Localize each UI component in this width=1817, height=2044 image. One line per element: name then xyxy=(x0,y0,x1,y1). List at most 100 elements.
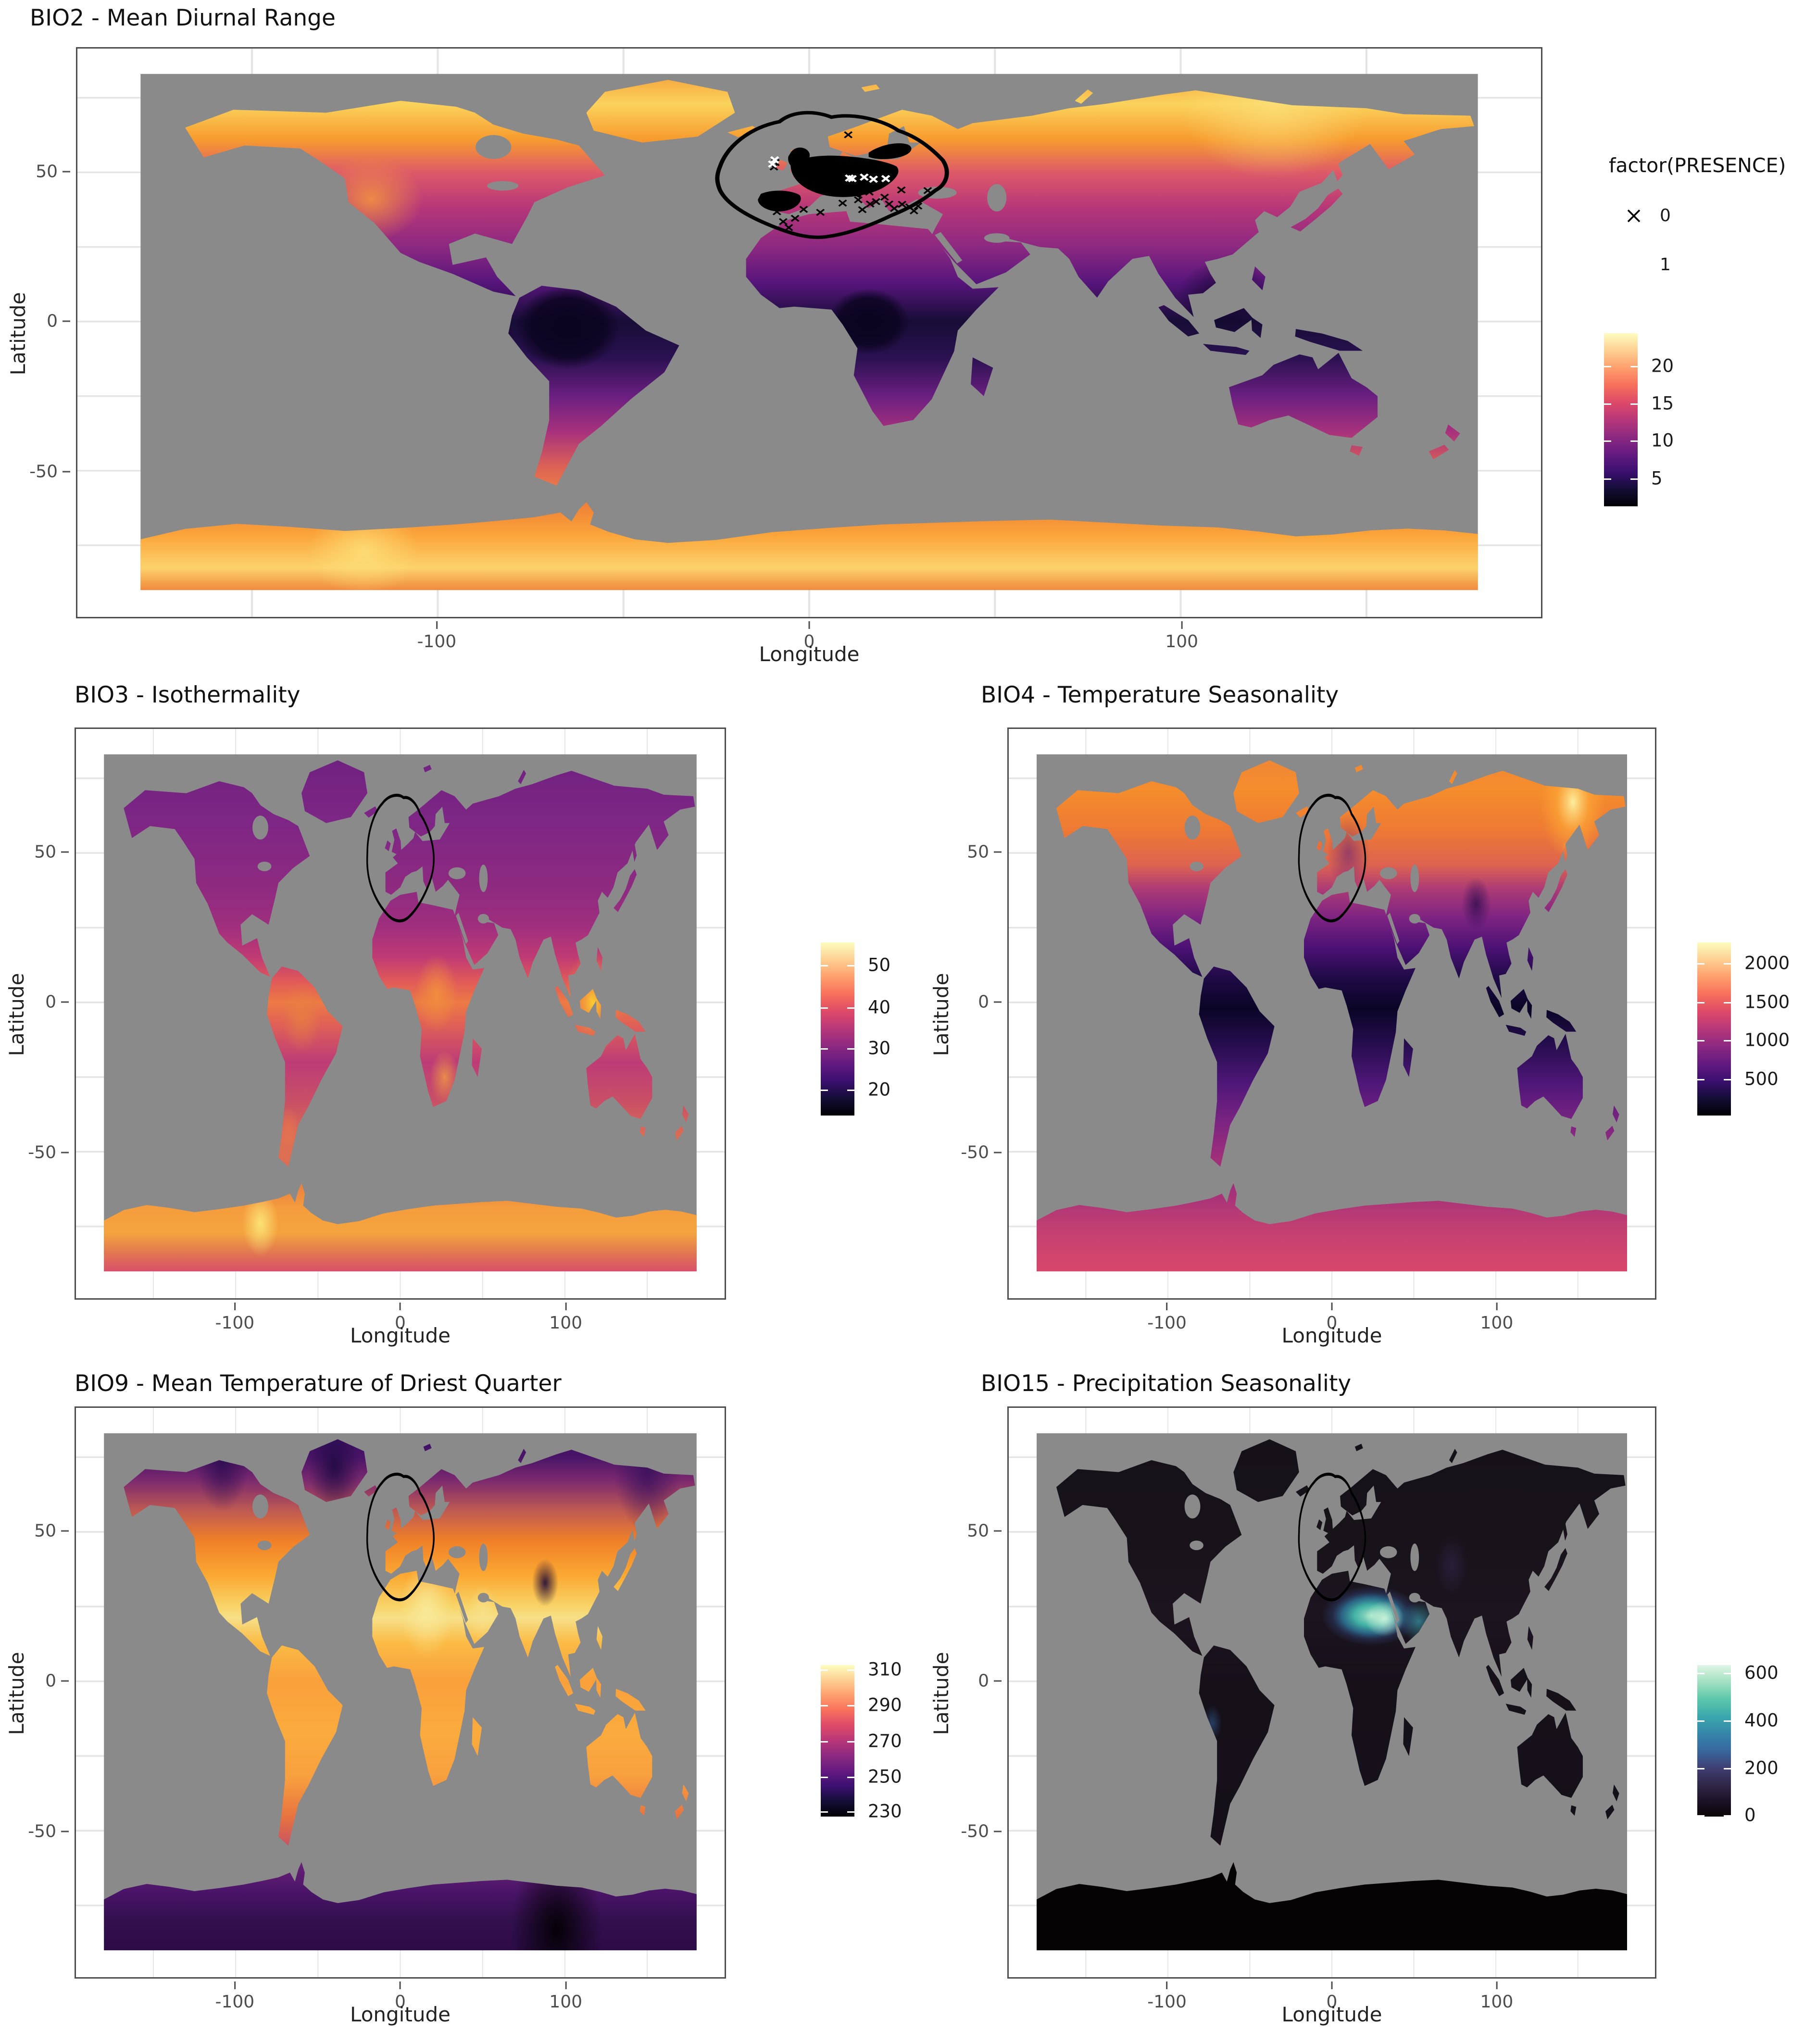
colorbar-tick xyxy=(847,1811,854,1813)
white-cross-icon xyxy=(1627,258,1641,271)
axis-tick: -50 xyxy=(29,462,70,481)
bio3-cell: BIO3 - Isothermality Latitude xyxy=(0,668,914,1356)
panel-title-bio3: BIO3 - Isothermality xyxy=(75,682,301,708)
axis-tick: -100 xyxy=(1147,1981,1187,2012)
colorbar-tick xyxy=(1630,478,1638,480)
panel-title-bio15: BIO15 - Precipitation Seasonality xyxy=(981,1370,1352,1397)
colorbar-tick xyxy=(821,1741,828,1743)
axis-tick: 0 xyxy=(45,992,69,1012)
colorbar-tick xyxy=(847,1776,854,1778)
map-panel-bio3 xyxy=(75,727,726,1300)
colorbar-tick xyxy=(1724,1040,1731,1042)
axis-tick: 0 xyxy=(1327,1981,1337,2012)
row3: BIO9 - Mean Temperature of Driest Quarte… xyxy=(0,1356,1817,2044)
axis-tick: -50 xyxy=(961,1822,1002,1842)
colorbar-tick-label: 1500 xyxy=(1744,991,1790,1013)
colorbar-tick-label: 2000 xyxy=(1744,953,1790,974)
map-panel-bio15 xyxy=(1007,1406,1656,1979)
colorbar-tick-label: 30 xyxy=(868,1038,891,1059)
x-axis-title: Longitude xyxy=(350,2003,451,2026)
colorbar-gradient xyxy=(821,942,854,1116)
colorbar-tick xyxy=(821,1007,828,1009)
colorbar-tick-label: 500 xyxy=(1744,1068,1779,1090)
colorbar-tick xyxy=(1724,1768,1731,1770)
colorbar-tick xyxy=(1724,1672,1731,1674)
axis-tick: -50 xyxy=(28,1143,69,1163)
axis-tick: 100 xyxy=(1480,1981,1513,2012)
colorbar-tick-label: 20 xyxy=(868,1079,891,1100)
colorbar-tick xyxy=(1697,1672,1704,1674)
axis-tick: 100 xyxy=(549,1981,582,2012)
bio4-cell: BIO4 - Temperature Seasonality Latitude xyxy=(914,668,1817,1356)
legend-bio2: factor(PRESENCE) 0 1 20 15 10 5 xyxy=(1582,47,1817,618)
colorbar-tick-label: 290 xyxy=(868,1694,902,1716)
colorbar-tick xyxy=(1630,440,1638,442)
y-axis-bio3: 50 0 -50 xyxy=(0,727,72,1300)
colorbar-tick xyxy=(1724,1815,1731,1817)
colorbar-tick xyxy=(821,965,828,966)
presence-legend-item-0: 0 xyxy=(1624,206,1671,226)
colorbar-tick xyxy=(1604,478,1611,480)
colorbar-tick xyxy=(821,1776,828,1778)
colorbar-tick-label: 200 xyxy=(1744,1757,1779,1779)
colorbar-tick-label: 20 xyxy=(1651,355,1674,376)
axis-tick: 50 xyxy=(34,1521,69,1541)
colorbar-tick xyxy=(1724,1002,1731,1004)
colorbar-tick-label: 5 xyxy=(1651,468,1663,489)
colorbar-tick-label: 600 xyxy=(1744,1662,1779,1683)
axis-tick: 0 xyxy=(1327,1303,1337,1333)
y-axis-bio15: 50 0 -50 xyxy=(914,1406,1004,1979)
colorbar-tick xyxy=(847,1048,854,1050)
colorbar-tick xyxy=(1604,366,1611,368)
colorbar-tick-label: 0 xyxy=(1744,1805,1756,1826)
colorbar-tick xyxy=(847,1741,854,1743)
axis-tick: -100 xyxy=(1147,1303,1187,1333)
panel-title-bio9: BIO9 - Mean Temperature of Driest Quarte… xyxy=(75,1370,562,1397)
colorbar-bio9: 310 290 270 250 230 xyxy=(821,1659,902,1821)
colorbar-tick-label: 1000 xyxy=(1744,1029,1790,1051)
colorbar-tick xyxy=(847,1705,854,1707)
colorbar-tick-label: 10 xyxy=(1651,430,1674,451)
x-axis-title: Longitude xyxy=(350,1324,451,1347)
colorbar-tick xyxy=(1604,440,1611,442)
colorbar-tick xyxy=(821,1090,828,1091)
legend-bio3: 50 40 30 20 xyxy=(745,727,909,1300)
colorbar-tick xyxy=(1697,1040,1704,1042)
colorbar-tick-label: 270 xyxy=(868,1731,902,1751)
axis-tick: 50 xyxy=(967,842,1002,862)
axis-tick: -100 xyxy=(417,621,456,652)
colorbar-tick-label: 40 xyxy=(868,997,891,1018)
colorbar-tick xyxy=(847,965,854,966)
colorbar-tick-label: 230 xyxy=(868,1801,902,1822)
y-axis-bio9: 50 0 -50 xyxy=(0,1406,72,1979)
bio15-cell: BIO15 - Precipitation Seasonality Latitu… xyxy=(914,1356,1817,2044)
map-panel-bio9 xyxy=(75,1406,726,1979)
colorbar-gradient xyxy=(1697,1665,1731,1817)
row2: BIO3 - Isothermality Latitude xyxy=(0,668,1817,1356)
presence-legend-label: 1 xyxy=(1660,255,1671,275)
colorbar-tick xyxy=(847,1090,854,1091)
axis-tick: 0 xyxy=(395,1303,406,1333)
colorbar-tick xyxy=(1697,963,1704,965)
panel-title-bio4: BIO4 - Temperature Seasonality xyxy=(981,682,1339,708)
colorbar-tick xyxy=(1697,1079,1704,1081)
x-axis-bio15: -100 0 100 xyxy=(1007,1981,1656,2020)
colorbar-bio4: 2000 1500 1000 500 xyxy=(1697,942,1790,1116)
bio9-cell: BIO9 - Mean Temperature of Driest Quarte… xyxy=(0,1356,914,2044)
map-panel-bio4 xyxy=(1007,727,1656,1300)
x-axis-title: Longitude xyxy=(759,642,860,666)
x-axis-bio4: -100 0 100 xyxy=(1007,1303,1656,1341)
colorbar-tick xyxy=(1630,366,1638,368)
colorbar-tick xyxy=(1697,1815,1704,1817)
colorbar-tick xyxy=(821,1669,828,1671)
world-map-bio4 xyxy=(1009,729,1655,1298)
colorbar-tick xyxy=(1697,1002,1704,1004)
axis-tick: 0 xyxy=(395,1981,406,2012)
x-axis-bio9: -100 0 100 xyxy=(75,1981,726,2020)
colorbar-gradient xyxy=(1604,333,1638,506)
colorbar-tick xyxy=(821,1705,828,1707)
presence-legend-label: 0 xyxy=(1660,206,1671,226)
presence-legend-title: factor(PRESENCE) xyxy=(1609,154,1786,177)
axis-tick: -100 xyxy=(215,1303,254,1333)
axis-tick: 0 xyxy=(978,992,1002,1012)
